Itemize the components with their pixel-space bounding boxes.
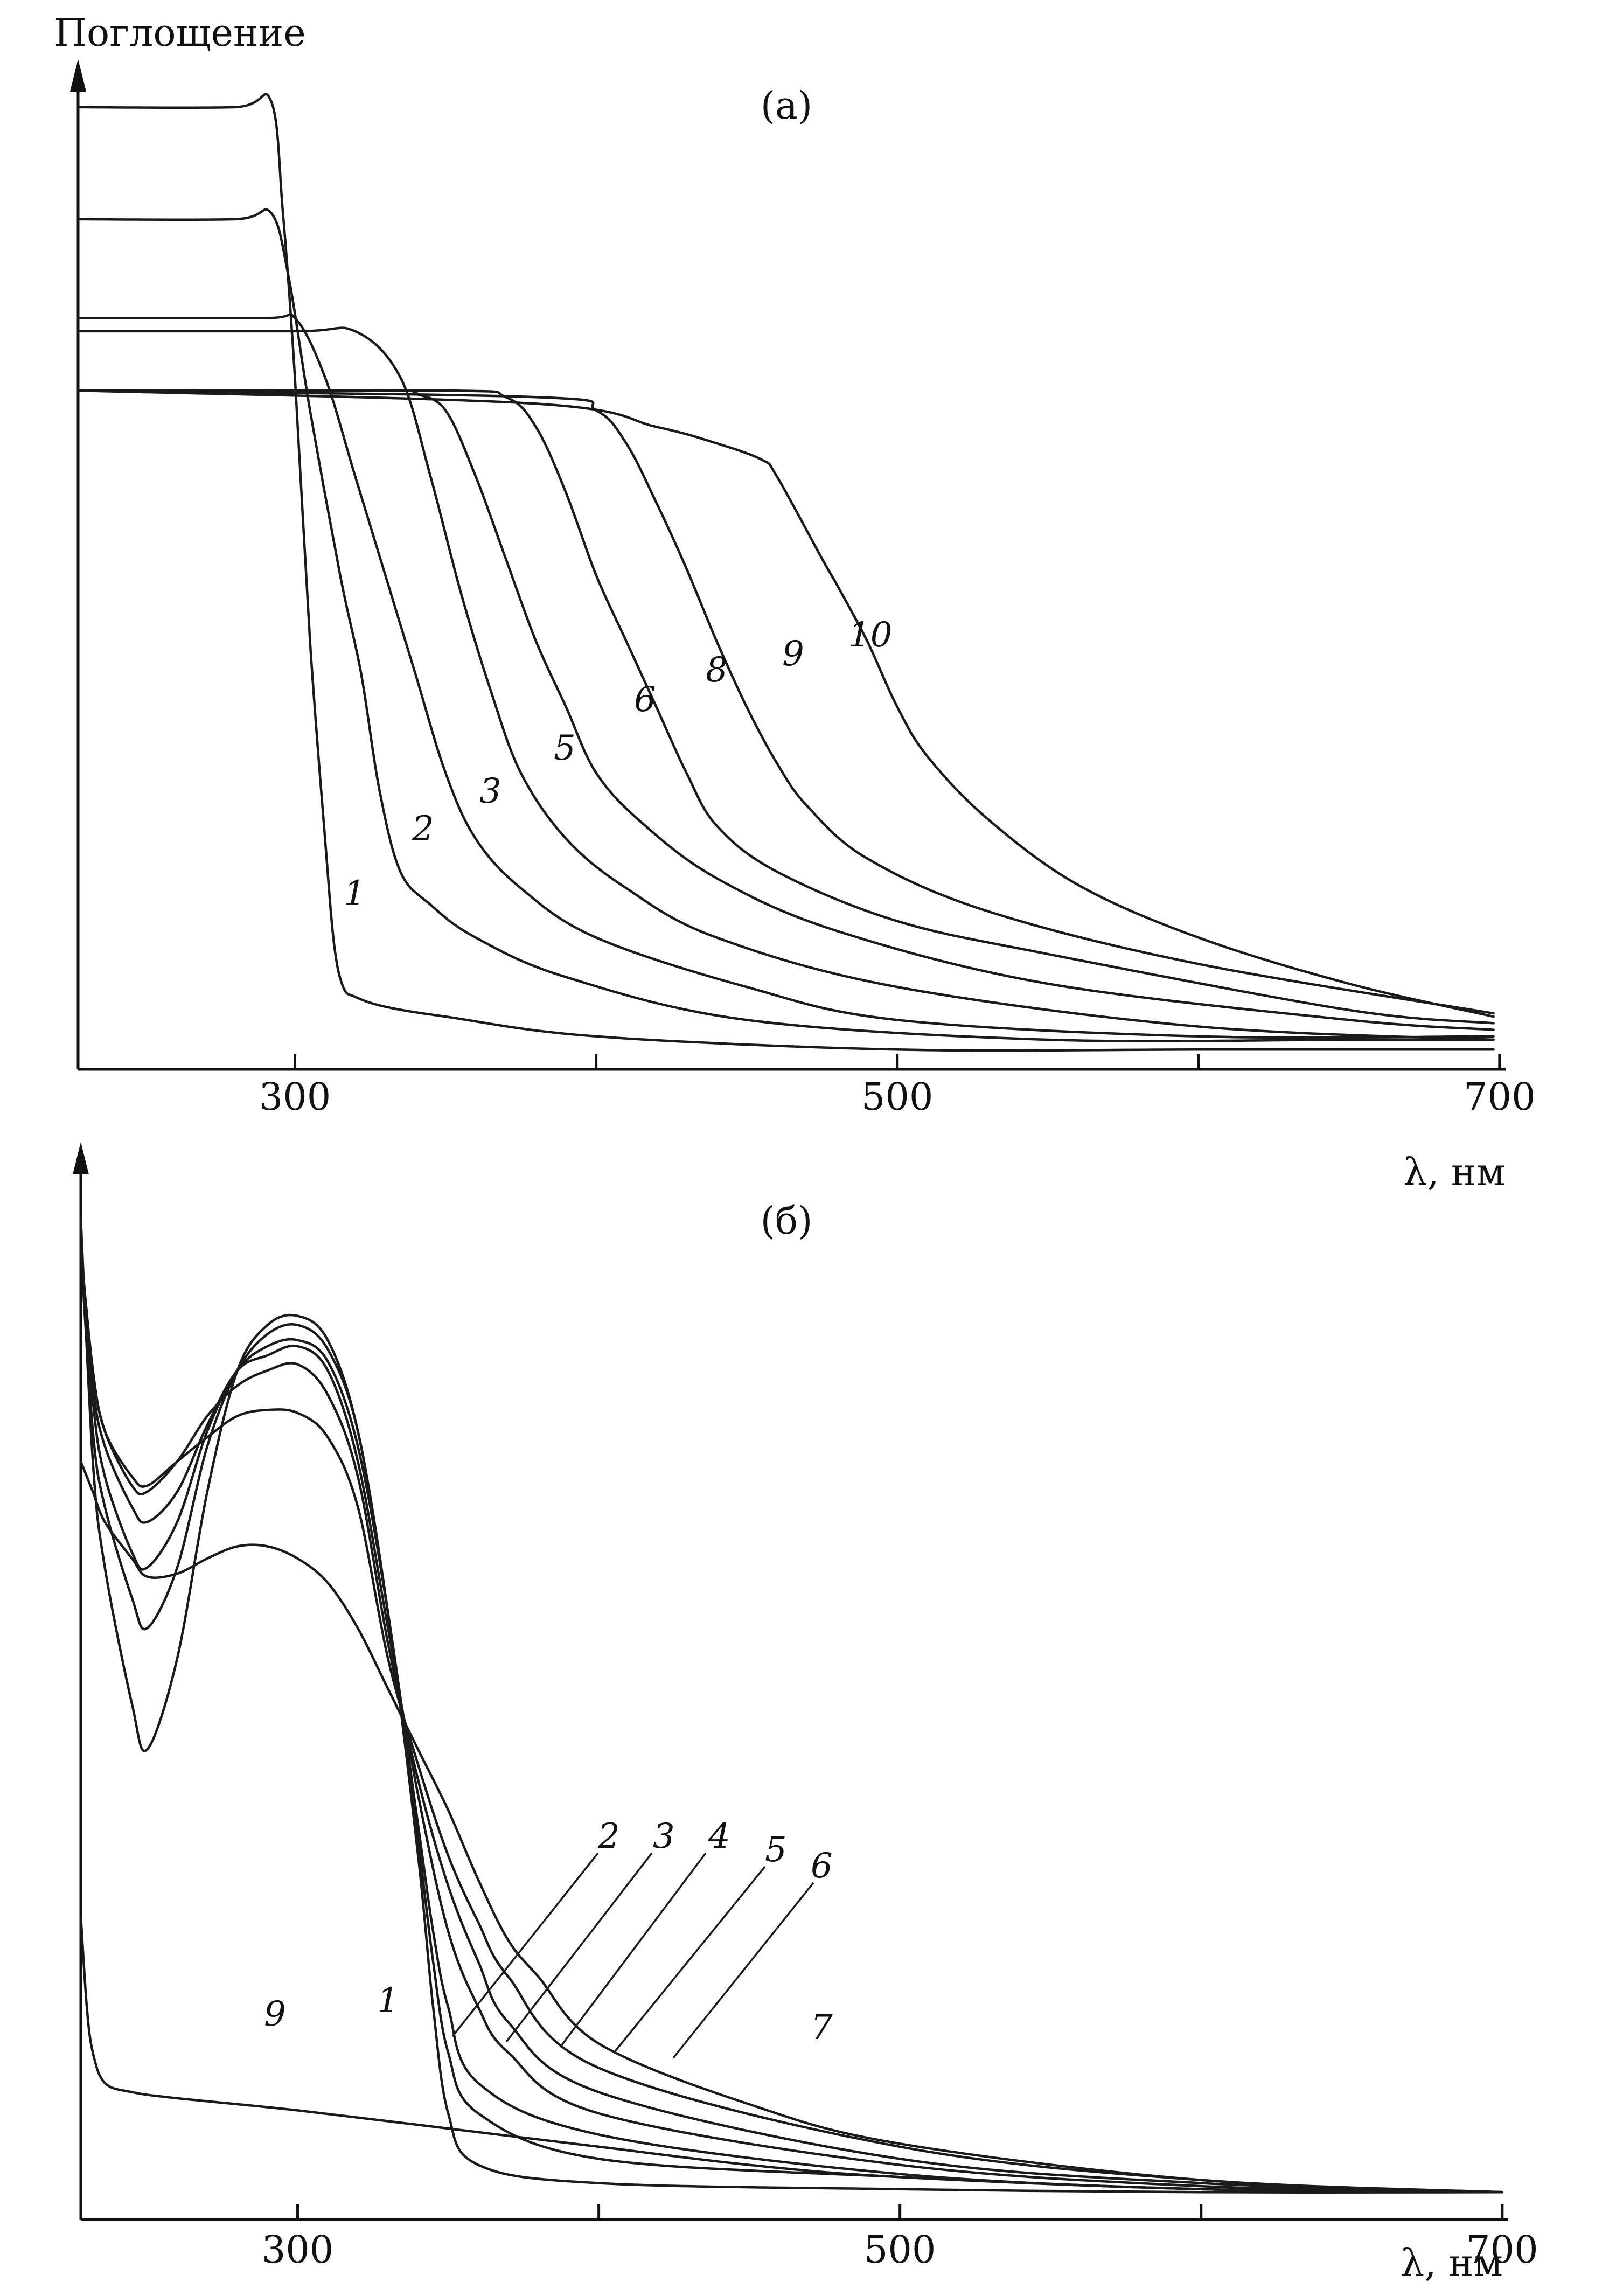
- y-axis-arrow: [70, 59, 86, 92]
- curve-label-8: 8: [706, 650, 728, 690]
- curve-label-6: 6: [634, 680, 656, 720]
- curve-label-1: 1: [344, 874, 366, 914]
- series-line-4: [79, 1248, 1504, 2194]
- curve-label-3: 3: [479, 771, 501, 811]
- curve-label-1: 1: [377, 1981, 399, 2021]
- curve-label-2: 2: [412, 809, 434, 849]
- series-line-1: [79, 1217, 1504, 2194]
- x-tick-label: 300: [262, 2228, 334, 2272]
- x-tick-label: 500: [864, 2228, 936, 2272]
- leader-line-3: [505, 1852, 653, 2043]
- curve-label-9: 9: [782, 634, 804, 674]
- series-line-2: [76, 208, 1495, 1042]
- leader-line-2: [451, 1852, 599, 2037]
- curve-label-10: 10: [848, 615, 892, 655]
- x-tick-label: 300: [259, 1075, 331, 1119]
- y-axis-title: Поглощение: [54, 11, 306, 55]
- curve-label-9: 9: [264, 1994, 286, 2034]
- leader-line-6: [672, 1882, 814, 2059]
- series-line-9: [79, 1915, 1504, 2194]
- curve-label-3: 3: [653, 1817, 675, 1856]
- panel-label: (а): [761, 84, 812, 128]
- panel-b: (б) 300 500 700 λ, нм 1 2 3 4 5 6 7 9: [73, 1142, 1538, 2285]
- curve-label-2: 2: [597, 1817, 620, 1856]
- x-tick-label: 700: [1464, 1075, 1536, 1119]
- series-line-8: [76, 388, 1495, 1025]
- y-axis-arrow: [73, 1142, 89, 1174]
- x-axis-title: λ, нм: [1401, 2241, 1503, 2285]
- series-line-5: [76, 326, 1495, 1041]
- x-tick-label: 700: [1466, 2228, 1538, 2272]
- series-line-3: [76, 312, 1495, 1039]
- x-ticks: [294, 1054, 1501, 1069]
- series-line-6: [79, 1248, 1504, 2194]
- curve-label-7: 7: [811, 2008, 833, 2048]
- leader-line-5: [613, 1866, 766, 2054]
- panel-a: Поглощение (а) 300 500 700 λ, нм 1 2 3 5 6…: [54, 11, 1536, 1194]
- x-tick-label: 500: [861, 1075, 934, 1119]
- curve-label-6: 6: [811, 1846, 833, 1886]
- series-line-2: [79, 1248, 1504, 2194]
- x-tick-labels: 300 500 700: [262, 2228, 1538, 2272]
- curves: [79, 1217, 1504, 2194]
- curve-labels: 1 2 3 4 5 6 7 9: [264, 1817, 833, 2048]
- panel-label: (б): [761, 1199, 813, 1243]
- curves: [76, 93, 1495, 1052]
- series-line-7: [79, 1460, 1504, 2194]
- leader-line-4: [559, 1852, 707, 2048]
- curve-labels: 1 2 3 5 6 8 9 10: [344, 615, 892, 914]
- series-line-9: [76, 389, 1495, 1015]
- curve-label-5: 5: [554, 728, 576, 768]
- series-line-1: [76, 93, 1495, 1052]
- x-ticks: [296, 2204, 1504, 2220]
- leader-lines: [451, 1852, 814, 2059]
- series-line-10: [76, 389, 1495, 1018]
- series-line-5: [79, 1248, 1504, 2194]
- x-axis-title: λ, нм: [1403, 1150, 1506, 1194]
- series-line-6: [76, 389, 1495, 1031]
- curve-label-4: 4: [708, 1817, 730, 1856]
- curve-label-5: 5: [765, 1830, 787, 1870]
- series-line-3: [79, 1248, 1504, 2194]
- x-tick-labels: 300 500 700: [259, 1075, 1536, 1119]
